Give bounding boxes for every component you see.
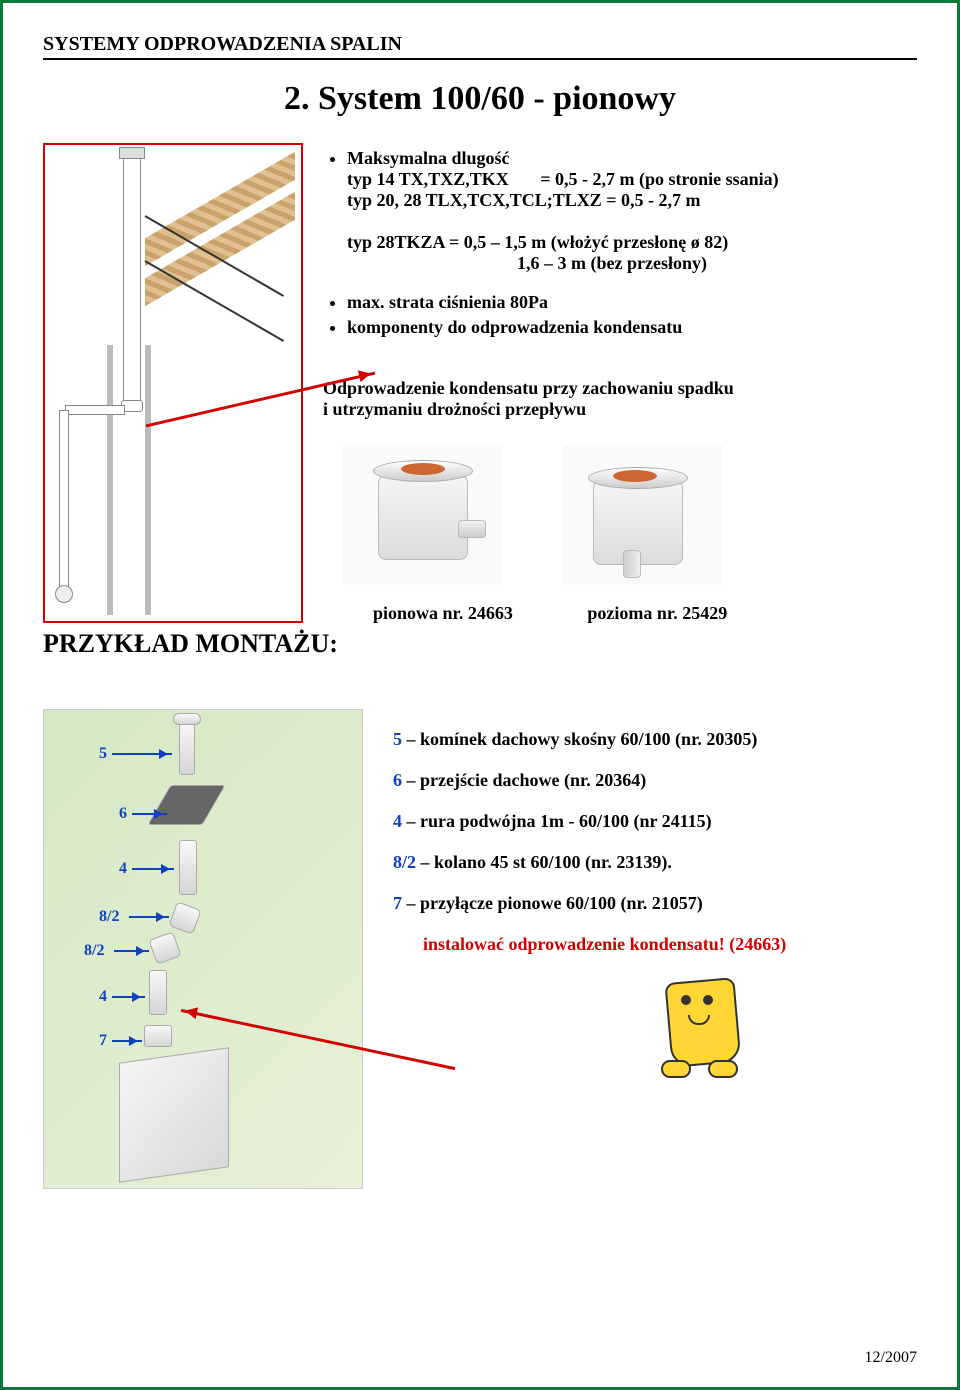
mascot-icon [653, 975, 753, 1085]
part-desc-6: – przejście dachowe (nr. 20364) [402, 770, 646, 790]
example-title: PRZYKŁAD MONTAŻU: [43, 629, 917, 659]
product-label-right: pozioma nr. 25429 [587, 603, 727, 624]
asm-label-5: 5 [99, 745, 107, 763]
condensate-note-l2: i utrzymaniu drożności przepływu [323, 399, 917, 420]
product-image-horizontal [563, 445, 723, 585]
product-image-vertical [343, 445, 503, 585]
spec-line-1b: typ 20, 28 TLX,TCX,TCL;TLXZ = 0,5 - 2,7 … [347, 190, 700, 210]
part-desc-4: – rura podwójna 1m - 60/100 (nr 24115) [402, 811, 712, 831]
part-desc-82: – kolano 45 st 60/100 (nr. 23139). [416, 852, 672, 872]
part-num-7: 7 [393, 893, 402, 913]
asm-label-7: 7 [99, 1032, 107, 1050]
install-note: instalować odprowadzenie kondensatu! (24… [423, 934, 917, 955]
specifications: Maksymalna dlugość typ 14 TX,TXZ,TKX = 0… [323, 143, 917, 623]
spec-line-1a: typ 14 TX,TXZ,TKX = 0,5 - 2,7 m (po stro… [347, 169, 779, 189]
spec-line-2: typ 28TKZA = 0,5 – 1,5 m (włożyć przesło… [347, 232, 728, 252]
part-desc-5: – komínek dachowy skośny 60/100 (nr. 203… [402, 729, 757, 749]
asm-label-82a: 8/2 [99, 908, 119, 926]
spec-bullet-3: komponenty do odprowadzenia kondensatu [347, 317, 917, 338]
assembly-exploded-diagram: 5 6 4 8/2 8/2 4 7 [43, 709, 363, 1189]
asm-label-4a: 4 [119, 860, 127, 878]
condensate-note-l1: Odprowadzenie kondensatu przy zachowaniu… [323, 378, 917, 399]
part-desc-7: – przyłącze pionowe 60/100 (nr. 21057) [402, 893, 703, 913]
asm-label-82b: 8/2 [84, 942, 104, 960]
spec-bullet-1: Maksymalna dlugość [347, 148, 510, 168]
spec-bullet-2: max. strata ciśnienia 80Pa [347, 292, 917, 313]
vertical-system-diagram [43, 143, 303, 623]
part-num-82: 8/2 [393, 852, 416, 872]
main-title: 2. System 100/60 - pionowy [43, 80, 917, 118]
part-num-5: 5 [393, 729, 402, 749]
spec-line-2-indent: 1,6 – 3 m (bez przesłony) [517, 253, 707, 273]
part-num-4: 4 [393, 811, 402, 831]
asm-label-6: 6 [119, 805, 127, 823]
product-label-left: pionowa nr. 24663 [373, 603, 513, 624]
page-header: SYSTEMY ODPROWADZENIA SPALIN [43, 33, 917, 60]
asm-label-4b: 4 [99, 988, 107, 1006]
part-num-6: 6 [393, 770, 402, 790]
parts-list: 5 – komínek dachowy skośny 60/100 (nr. 2… [393, 709, 917, 1189]
footer-date: 12/2007 [865, 1349, 917, 1367]
